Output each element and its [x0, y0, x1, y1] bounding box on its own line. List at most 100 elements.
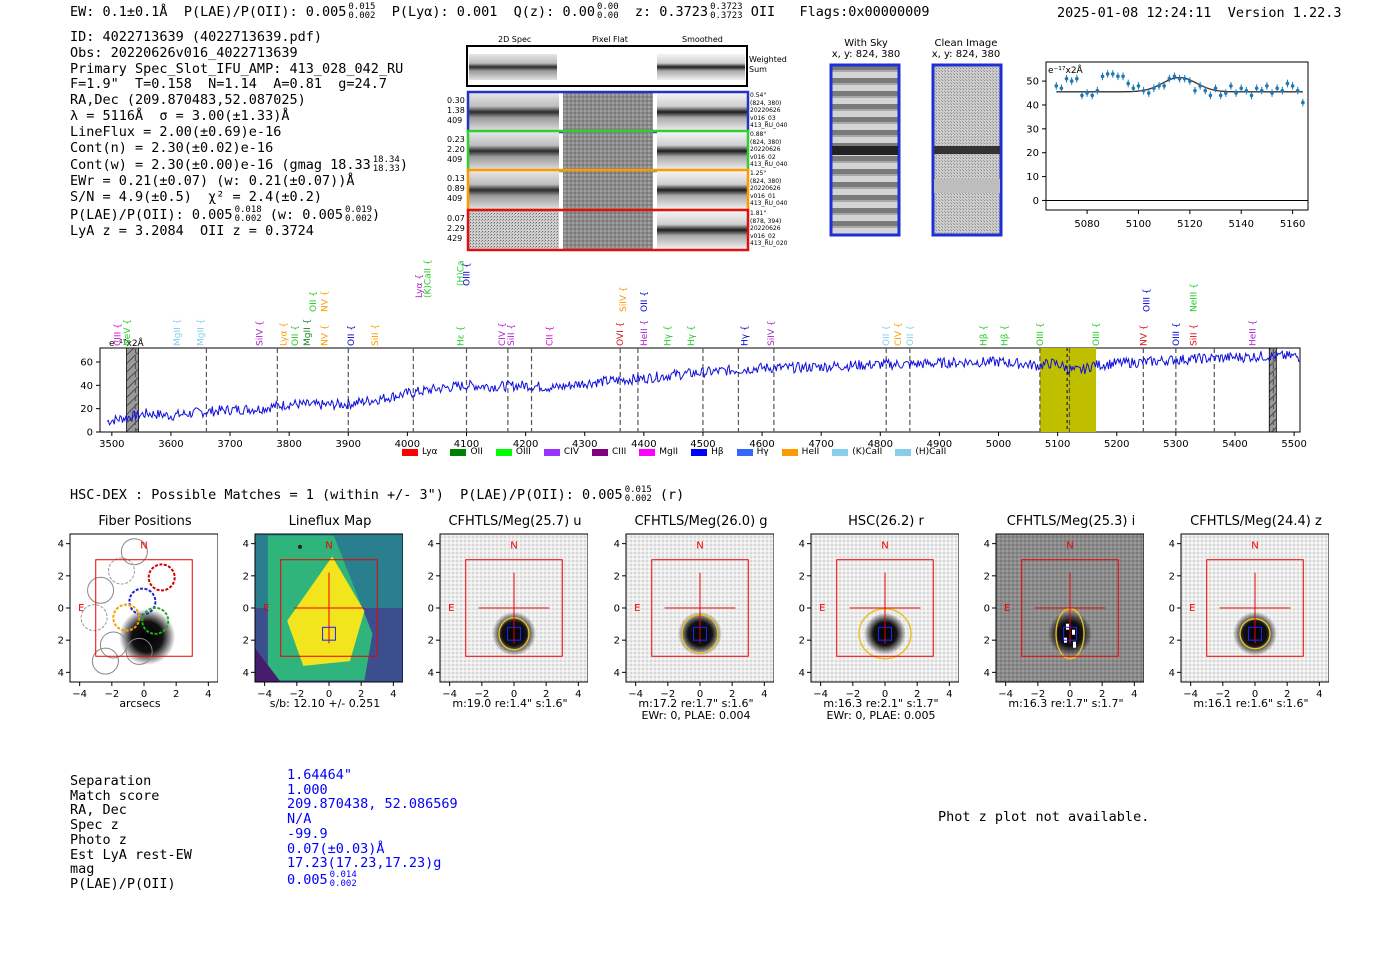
compass-north: N	[881, 540, 888, 551]
fit-unit-label: e⁻¹⁷x2Å	[1048, 64, 1084, 76]
photz-message: Phot z plot not available.	[938, 809, 1150, 825]
compass-box	[651, 559, 749, 657]
saturated-pixel	[1072, 629, 1075, 635]
spectrum-ytick-label: 60	[80, 358, 93, 369]
cutout-ytick-label: −4	[614, 668, 620, 679]
legend-label: CIV	[563, 447, 580, 457]
cutout-5: N E −4 −4 −2 −2 0 0 2 2 4 4	[799, 533, 959, 697]
info-sn: S/N = 4.9(±0.5) χ² = 2.4(±0.2)	[70, 189, 322, 206]
info-radec: RA,Dec (209.870483,52.087025)	[70, 92, 306, 109]
cutout-xtick-label: −2	[289, 689, 304, 697]
fit-data-point	[1280, 88, 1285, 93]
legend-label: MgII	[659, 447, 679, 457]
summary-value: 0.005 0.014 0.002	[287, 870, 458, 889]
cutout-ytick-label: −2	[58, 636, 64, 647]
fit-data-point	[1136, 84, 1141, 88]
legend-swatch	[592, 448, 609, 456]
emission-line-label: CII {	[545, 326, 555, 346]
fiber-box	[322, 626, 336, 641]
legend-swatch	[495, 448, 512, 456]
spec-stamps-panel: 2D Spec Pixel Flat Smoothed	[440, 30, 800, 260]
qz-value: Q(z): 0.00	[513, 4, 595, 20]
emission-line-label: CIV {	[498, 322, 508, 346]
fiber-box	[1063, 626, 1077, 641]
stamp-left-value: 2.20	[447, 145, 465, 154]
cutout-xtick-label: 4	[575, 689, 581, 697]
cutout-ytick-label: 0	[428, 604, 434, 615]
fit-data-point	[1141, 88, 1146, 93]
legend-entry: Hβ	[691, 447, 724, 457]
emission-line-label: Hβ {	[1000, 325, 1010, 346]
stamp-right-value: 20220626	[750, 225, 781, 233]
emission-line-label: NV {	[321, 291, 331, 312]
legend-label: OIII	[515, 447, 531, 457]
cutout-xtick-label: 2	[1284, 689, 1290, 697]
cutout-caption: EWr: 0, PLAE: 0.005	[826, 709, 936, 722]
stamp-smoothed	[657, 93, 747, 131]
cutout-ytick-label: −4	[984, 668, 990, 679]
summary-label: Match score	[70, 787, 160, 804]
stamp-row-4	[466, 208, 750, 252]
fit-data-point	[1172, 74, 1177, 79]
emission-line-label: OII {	[906, 325, 916, 346]
cutout-title: CFHTLS/Meg(25.7) u	[448, 514, 582, 529]
stamp-left-value: 409	[447, 116, 463, 125]
stamp-row-right-label: 0.54" (824, 380) 20220626 v016_03 413_RU_040	[750, 92, 787, 130]
emission-line-label: SiIV {	[767, 320, 777, 346]
info-primary: Primary Spec_Slot_IFU_AMP: 413_028_042_R…	[70, 60, 404, 77]
summary-value: 1.64464"	[287, 767, 353, 783]
stamp-row-2	[466, 129, 750, 173]
emission-line-label: MgII {	[303, 319, 313, 346]
summary-value: N/A	[287, 811, 312, 828]
stamp-pixelflat	[563, 211, 653, 249]
compass-north: N	[1251, 540, 1258, 551]
legend-entry: CIII	[592, 447, 626, 457]
fit-data-point	[1080, 93, 1084, 98]
spectrum-xtick-label: 4400	[631, 439, 656, 450]
clean-image-stamp	[931, 63, 1003, 237]
stamp-row-left-label: 0.23 2.20 409	[447, 135, 465, 165]
fit-data-point	[1100, 74, 1105, 79]
legend-label: CIII	[612, 447, 627, 457]
cutout-ytick-label: 2	[799, 571, 805, 582]
info-lineflux: LineFlux = 2.00(±0.69)e-16	[70, 123, 282, 140]
plae-value: P(LAE)/P(OII): 0.005	[183, 4, 347, 20]
cutout-xtick-label: 2	[358, 689, 364, 697]
cutout-4: N E −4 −4 −2 −2 0 0 2 2 4 4	[614, 533, 774, 697]
legend-entry: Hγ	[736, 447, 769, 457]
cutout-xtick-label: 0	[697, 689, 703, 697]
stamp-smoothed	[657, 171, 747, 209]
cutout-ytick-label: −2	[614, 636, 620, 647]
lineflux-peak	[287, 556, 365, 666]
stamp-left-value: 0.23	[447, 135, 465, 144]
summary-value: 209.870438, 52.086569	[287, 796, 458, 813]
fit-ytick-label: 10	[1026, 172, 1039, 183]
fit-data-point	[1095, 88, 1100, 93]
cutout-caption: arcsecs	[119, 697, 161, 710]
compass-north: N	[1066, 540, 1073, 551]
summary-label: Photo z	[70, 831, 127, 848]
emission-line-label: SiIV {	[256, 320, 266, 346]
spectrum-ytick-label: 0	[87, 428, 93, 439]
cutout-ytick-label: 2	[614, 571, 620, 582]
weighted-sum-label: Weighted Sum	[749, 55, 787, 74]
spectrum-line	[106, 349, 1301, 426]
fit-data-point	[1239, 86, 1244, 91]
summary-labels: Separation Match score RA, Dec Spec z Photo …	[70, 774, 192, 892]
emission-line-label: OII {	[347, 325, 357, 346]
stamp-right-value: v016_02	[750, 232, 776, 240]
col-header-pixelflat: Pixel Flat	[592, 35, 628, 44]
fit-xtick-label: 5140	[1228, 219, 1253, 230]
fiber-circle	[107, 557, 135, 585]
fit-data-point	[1157, 84, 1161, 88]
emission-line-label: HeII {	[640, 320, 650, 346]
clean-image-title: Clean Image x, y: 824, 380	[931, 38, 1001, 60]
spectrum-xtick-label: 5100	[1045, 439, 1070, 450]
fit-data-point	[1064, 76, 1069, 81]
fit-data-point	[1208, 93, 1213, 98]
cutout-ytick-label: −2	[1169, 636, 1175, 647]
fiber-box	[1248, 626, 1262, 641]
z-line-name: OII	[750, 4, 776, 20]
stamp-pixelflat	[563, 132, 653, 170]
line-fit-chart: 0 10 20 30 40 50 5080 5100 5120 5140 5160 e⁻¹⁷x2Å	[1026, 61, 1309, 230]
